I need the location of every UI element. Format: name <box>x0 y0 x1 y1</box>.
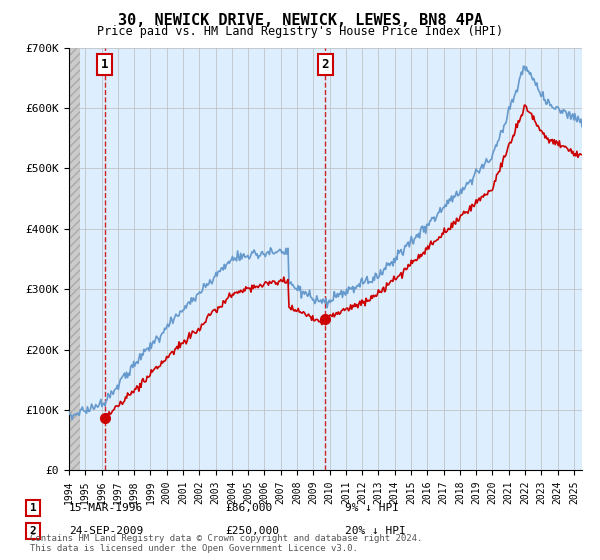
Text: Contains HM Land Registry data © Crown copyright and database right 2024.
This d: Contains HM Land Registry data © Crown c… <box>30 534 422 553</box>
Text: £250,000: £250,000 <box>225 526 279 536</box>
Text: 30, NEWICK DRIVE, NEWICK, LEWES, BN8 4PA: 30, NEWICK DRIVE, NEWICK, LEWES, BN8 4PA <box>118 13 482 28</box>
Text: 2: 2 <box>322 58 329 71</box>
Text: Price paid vs. HM Land Registry's House Price Index (HPI): Price paid vs. HM Land Registry's House … <box>97 25 503 38</box>
Text: 24-SEP-2009: 24-SEP-2009 <box>69 526 143 536</box>
Text: 2: 2 <box>29 526 37 536</box>
Text: 15-MAR-1996: 15-MAR-1996 <box>69 503 143 513</box>
Text: 1: 1 <box>101 58 109 71</box>
Text: 9% ↓ HPI: 9% ↓ HPI <box>345 503 399 513</box>
Text: 1: 1 <box>29 503 37 513</box>
Text: 20% ↓ HPI: 20% ↓ HPI <box>345 526 406 536</box>
Bar <box>69 48 80 470</box>
Text: £86,000: £86,000 <box>225 503 272 513</box>
